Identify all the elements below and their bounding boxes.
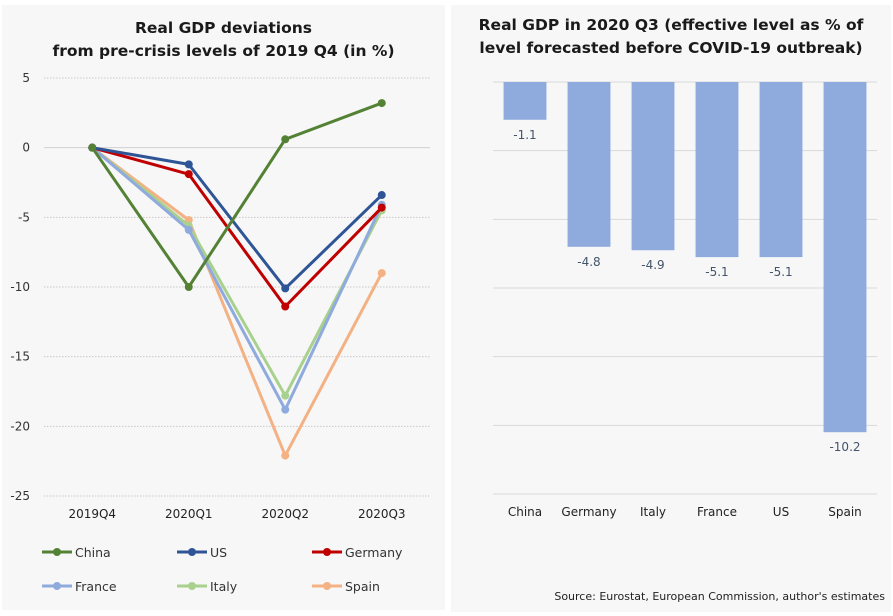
x-tick-label: 2020Q1 bbox=[165, 507, 213, 521]
legend-marker-china bbox=[53, 548, 61, 556]
x-tick-label: 2019Q4 bbox=[68, 507, 116, 521]
x-tick-label: 2020Q2 bbox=[261, 507, 309, 521]
x-tick-label: US bbox=[773, 505, 789, 519]
legend-label-spain: Spain bbox=[345, 579, 380, 594]
data-point-spain bbox=[184, 216, 193, 225]
y-tick-label: -10 bbox=[10, 280, 30, 294]
y-tick-label: 0 bbox=[22, 141, 30, 155]
series-line-us bbox=[91, 146, 383, 290]
legend-marker-spain bbox=[323, 582, 331, 590]
series-line-italy bbox=[91, 146, 384, 398]
data-point-spain bbox=[377, 269, 386, 278]
legend-label-italy: Italy bbox=[210, 579, 238, 594]
x-tick-label: Spain bbox=[828, 505, 862, 519]
data-point-germany bbox=[377, 203, 386, 212]
bar-chart-title: Real GDP in 2020 Q3 (effective level as … bbox=[451, 14, 891, 60]
data-label-us: -5.1 bbox=[769, 265, 792, 279]
bar-italy bbox=[631, 82, 675, 251]
legend-label-us: US bbox=[210, 545, 227, 560]
y-tick-label: -25 bbox=[10, 489, 30, 503]
line-chart-title: Real GDP deviations from pre-crisis leve… bbox=[2, 17, 445, 63]
data-point-us bbox=[377, 191, 386, 200]
series-line-france bbox=[91, 146, 384, 412]
y-tick-label: -15 bbox=[10, 350, 30, 364]
line-chart-title-line-1: Real GDP deviations bbox=[134, 19, 313, 37]
x-tick-label: Germany bbox=[561, 505, 616, 519]
data-point-germany bbox=[184, 170, 193, 179]
data-point-germany bbox=[281, 302, 290, 311]
data-label-italy: -4.9 bbox=[641, 258, 664, 272]
bar-chart-title-line-1: Real GDP in 2020 Q3 (effective level as … bbox=[478, 16, 864, 34]
data-label-china: -1.1 bbox=[513, 128, 536, 142]
data-point-us bbox=[281, 284, 290, 293]
bar-germany bbox=[567, 82, 611, 247]
bar-china bbox=[503, 82, 547, 120]
data-point-china bbox=[184, 283, 193, 291]
y-tick-label: -20 bbox=[10, 419, 30, 433]
bar-chart-plot: -1.1 China -4.8 Germany -4.9 Italy -5.1 France -… bbox=[493, 81, 877, 519]
data-label-spain: -10.2 bbox=[829, 440, 860, 454]
x-tick-label: 2020Q3 bbox=[358, 507, 406, 521]
data-label-germany: -4.8 bbox=[577, 255, 600, 269]
data-point-us bbox=[184, 160, 193, 169]
data-point-italy bbox=[281, 391, 290, 400]
x-tick-label: China bbox=[508, 505, 542, 519]
bar-spain bbox=[823, 82, 867, 433]
data-label-france: -5.1 bbox=[705, 265, 728, 279]
line-chart-panel: Real GDP deviations from pre-crisis leve… bbox=[2, 5, 445, 610]
series-line-spain bbox=[91, 146, 384, 458]
legend-marker-us bbox=[188, 548, 196, 556]
legend-label-france: France bbox=[75, 579, 117, 594]
legend-label-china: China bbox=[75, 545, 111, 560]
data-point-france bbox=[184, 225, 193, 234]
series-line-germany bbox=[91, 146, 383, 309]
y-tick-label: 5 bbox=[22, 71, 30, 85]
data-point-spain bbox=[281, 451, 290, 460]
x-tick-label: France bbox=[697, 505, 737, 519]
bar-france bbox=[695, 82, 739, 258]
data-point-china bbox=[377, 99, 386, 108]
bar-us bbox=[759, 82, 803, 258]
line-chart-title-line-2: from pre-crisis levels of 2019 Q4 (in %) bbox=[52, 42, 395, 60]
legend-label-germany: Germany bbox=[345, 545, 403, 560]
series-line-china bbox=[91, 101, 383, 289]
x-tick-label: Italy bbox=[640, 505, 666, 519]
data-point-france bbox=[281, 405, 290, 414]
bar-chart-panel: Real GDP in 2020 Q3 (effective level as … bbox=[451, 5, 891, 612]
legend-marker-germany bbox=[323, 548, 331, 556]
legend-marker-france bbox=[53, 582, 61, 590]
y-tick-label: -5 bbox=[18, 210, 30, 224]
data-point-china bbox=[88, 143, 97, 152]
bar-chart-title-line-2: level forecasted before COVID-19 outbrea… bbox=[479, 39, 863, 57]
source-note: Source: Eurostat, European Commission, a… bbox=[554, 590, 885, 603]
line-chart-plot: 5 0 -5 -10 -15 -20 -25 2019Q4 2020Q1 2020Q2 2020Q3… bbox=[10, 71, 430, 594]
legend-marker-italy bbox=[188, 582, 196, 590]
data-point-china bbox=[281, 135, 290, 144]
